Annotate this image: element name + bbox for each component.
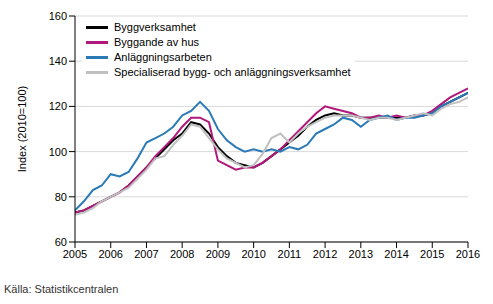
html-text:Specialiserad bygg- och anlägg: Specialiserad bygg- och anläggningsverks… <box>114 66 351 78</box>
svg-text:160: 160 <box>49 10 67 22</box>
svg-text:2013: 2013 <box>349 248 373 260</box>
svg-text:Index (2010=100): Index (2010=100) <box>16 86 28 173</box>
svg-text:2012: 2012 <box>313 248 337 260</box>
svg-text:80: 80 <box>55 191 67 203</box>
svg-text:120: 120 <box>49 100 67 112</box>
svg-text:100: 100 <box>49 146 67 158</box>
html-text:Byggverksamhet: Byggverksamhet <box>114 21 196 33</box>
svg-text:2009: 2009 <box>206 248 230 260</box>
svg-text:2015: 2015 <box>420 248 444 260</box>
svg-text:2005: 2005 <box>63 248 87 260</box>
svg-text:2016: 2016 <box>456 248 480 260</box>
svg-text:60: 60 <box>55 236 67 248</box>
svg-text:2007: 2007 <box>134 248 158 260</box>
svg-text:2014: 2014 <box>384 248 408 260</box>
svg-text:2011: 2011 <box>278 248 302 260</box>
svg-text:2008: 2008 <box>170 248 194 260</box>
html-text:Källa: Statistikcentralen: Källa: Statistikcentralen <box>4 283 119 295</box>
svg-text:2010: 2010 <box>241 248 265 260</box>
html-text:Anläggningsarbeten: Anläggningsarbeten <box>114 51 212 63</box>
svg-text:140: 140 <box>49 55 67 67</box>
svg-text:2006: 2006 <box>98 248 122 260</box>
html-text:Byggande av hus: Byggande av hus <box>114 36 199 48</box>
